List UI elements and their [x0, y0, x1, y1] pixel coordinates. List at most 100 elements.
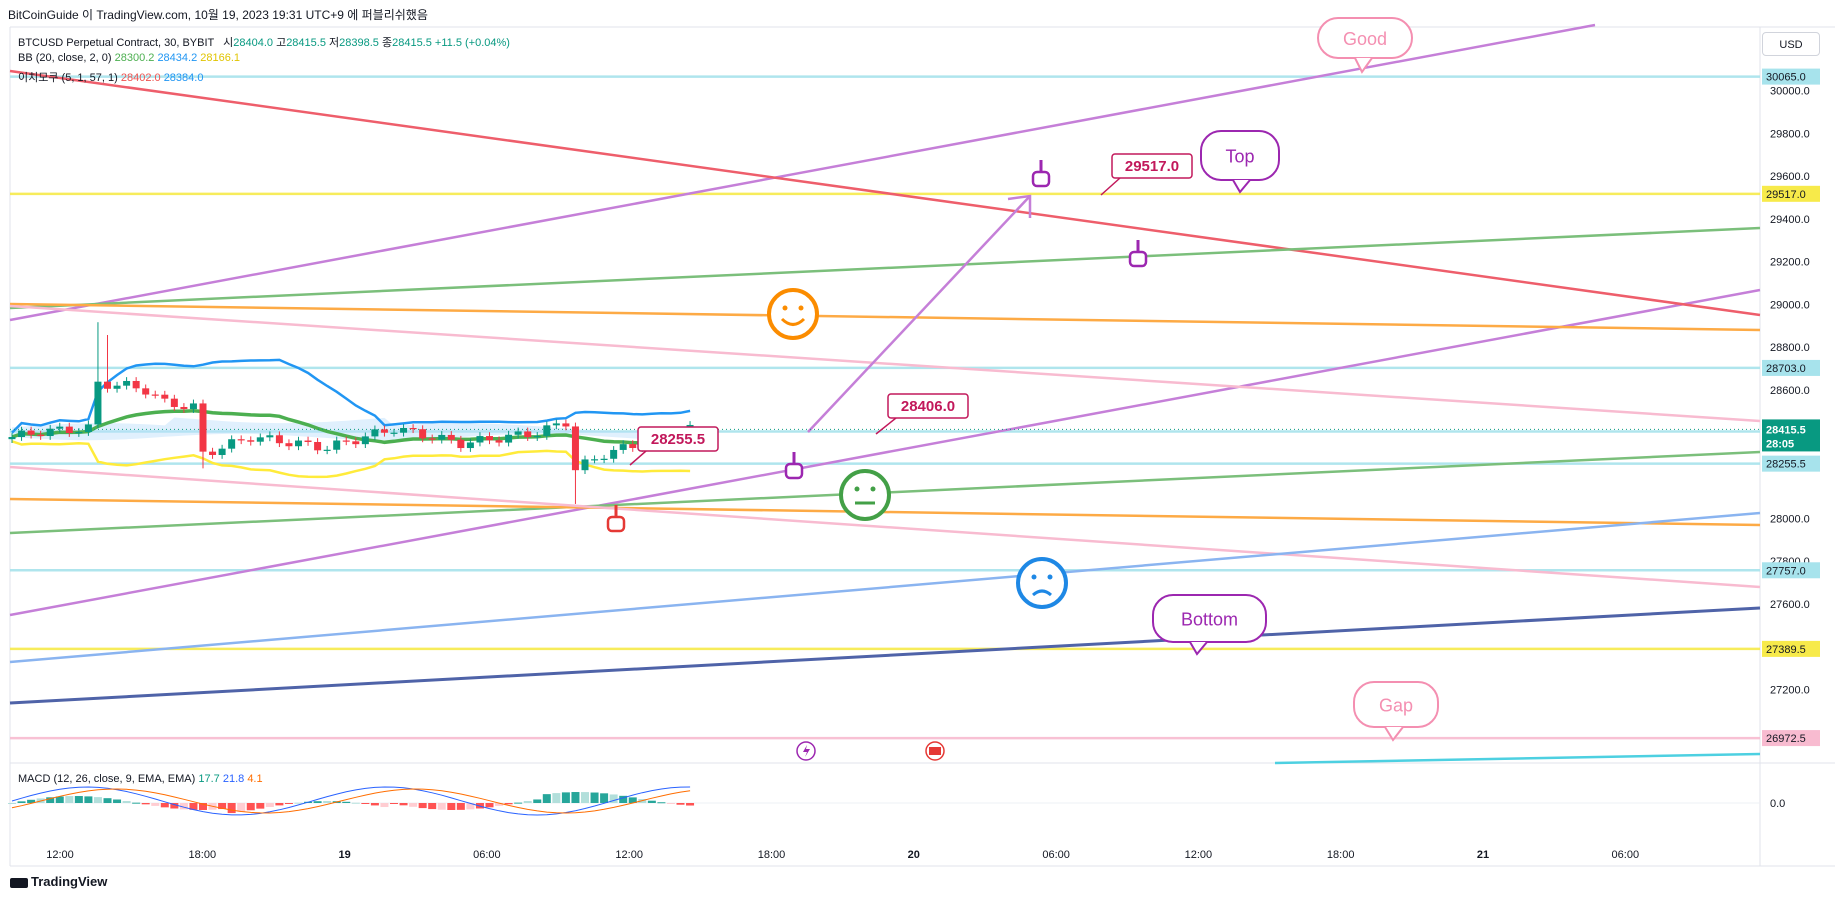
macd-zero-tick: 0.0 — [1770, 798, 1785, 810]
macd-hist-bar — [27, 799, 36, 803]
pointing-hand-icon-1-palm — [1031, 170, 1051, 188]
candle-body — [629, 444, 637, 449]
candle — [304, 436, 312, 446]
candle-body — [543, 425, 551, 436]
symbol-legend[interactable]: BTCUSD Perpetual Contract, 30, BYBIT 시28… — [18, 34, 510, 50]
macd-hist-bar — [84, 796, 93, 803]
ichimoku-label: 이치모쿠 (5, 1, 57, 1) — [18, 72, 118, 84]
candle — [380, 425, 388, 437]
bb-lower-value: 28166.1 — [200, 52, 241, 64]
macd-hist-bar — [17, 801, 26, 803]
trend-line-0 — [9, 23, 1596, 322]
macd-legend[interactable]: MACD (12, 26, close, 9, EMA, EMA) 17.7 2… — [18, 773, 263, 785]
y-tick-label: 29600.0 — [1770, 171, 1810, 183]
macd-hist-bar — [313, 801, 322, 803]
macd-hist-bar — [151, 803, 160, 806]
candle — [581, 455, 589, 475]
candle — [247, 436, 255, 446]
macd-hist-bar — [342, 801, 351, 803]
ohlc-high-value: 28415.5 — [286, 37, 326, 49]
last-price-badge — [1762, 419, 1820, 452]
macd-hist-bar — [294, 802, 303, 804]
neutral-face-icon-eye-right — [870, 486, 876, 492]
candle-body — [571, 426, 579, 471]
candle-body — [428, 438, 436, 440]
candle-body — [352, 441, 360, 445]
candle — [37, 430, 45, 440]
candle-body — [132, 380, 140, 389]
happy-face-icon-eye-left — [782, 305, 788, 311]
candle — [447, 431, 455, 444]
candle — [314, 438, 322, 455]
candle-body — [438, 434, 446, 440]
candle — [123, 377, 131, 390]
x-tick-label: 12:00 — [615, 849, 643, 861]
candle-body — [466, 442, 474, 449]
bb-basis-value: 28300.2 — [114, 52, 155, 64]
macd-hist-bar — [74, 796, 83, 803]
x-tick-label: 06:00 — [473, 849, 501, 861]
pointing-hand-icon-3 — [784, 452, 804, 480]
candle-body — [247, 440, 255, 442]
candle-body — [486, 436, 493, 441]
happy-face-icon-mouth — [780, 317, 806, 326]
macd-hist-bar — [600, 793, 609, 803]
trend-line-11 — [1274, 752, 1761, 765]
macd-hist-bar — [55, 796, 64, 803]
candle-body — [610, 449, 618, 459]
y-tick-label: 27600.0 — [1770, 599, 1810, 611]
macd-hist-bar — [456, 803, 465, 810]
price-label-bg-5 — [1762, 562, 1820, 579]
macd-hist-bar — [160, 803, 169, 808]
macd-hist-bar — [218, 803, 227, 810]
candle — [333, 436, 341, 454]
bb-legend[interactable]: BB (20, close, 2, 0) 28300.2 28434.2 281… — [18, 52, 240, 64]
macd-hist-bar — [666, 803, 675, 804]
bb-lower-line — [11, 440, 691, 479]
currency-button[interactable]: USD — [1762, 32, 1820, 56]
candle — [65, 422, 73, 437]
candle-body — [591, 459, 599, 461]
candle — [275, 431, 283, 448]
macd-hist-bar — [351, 802, 360, 804]
macd-hist-bar — [466, 803, 475, 810]
candle-body — [447, 434, 455, 440]
macd-hist-bar — [533, 799, 542, 803]
candle-body — [400, 428, 408, 433]
price-label-0: 30065.0 — [1766, 72, 1806, 84]
candle — [552, 419, 560, 430]
price-label-bg-2 — [1762, 359, 1820, 376]
price-label-bg-4 — [1762, 455, 1820, 472]
candle — [486, 432, 493, 445]
x-tick-label: 06:00 — [1042, 849, 1070, 861]
macd-hist-bar — [46, 797, 55, 803]
candle — [466, 438, 474, 452]
price-label-bg-0 — [1762, 68, 1820, 85]
callout-text-0: 29517.0 — [1125, 158, 1179, 175]
candle-body — [65, 426, 73, 434]
candle — [18, 426, 26, 441]
macd-hist-bar — [246, 803, 255, 811]
y-tick-label: 29800.0 — [1770, 128, 1810, 140]
candle-body — [371, 429, 379, 437]
macd-hist-bar — [514, 802, 523, 804]
candle-body — [8, 437, 16, 440]
candle-body — [285, 443, 293, 447]
y-tick-label: 27200.0 — [1770, 684, 1810, 696]
y-tick-label: 28000.0 — [1770, 513, 1810, 525]
candle — [428, 434, 436, 444]
price-label-4: 28255.5 — [1766, 459, 1806, 471]
candle-body — [495, 440, 503, 443]
candle-body — [409, 428, 417, 430]
tradingview-logo[interactable]: TradingView — [10, 874, 107, 889]
candle-body — [505, 434, 513, 443]
trend-line-3 — [9, 226, 1761, 310]
price-label-5: 27757.0 — [1766, 565, 1806, 577]
macd-hist-bar — [676, 803, 685, 805]
brand-name: TradingView — [31, 874, 108, 889]
candle-body — [151, 394, 159, 396]
x-tick-label: 21 — [1477, 849, 1489, 861]
ichimoku-legend[interactable]: 이치모쿠 (5, 1, 57, 1) 28402.0 28384.0 — [18, 69, 203, 85]
candle-body — [199, 403, 207, 452]
